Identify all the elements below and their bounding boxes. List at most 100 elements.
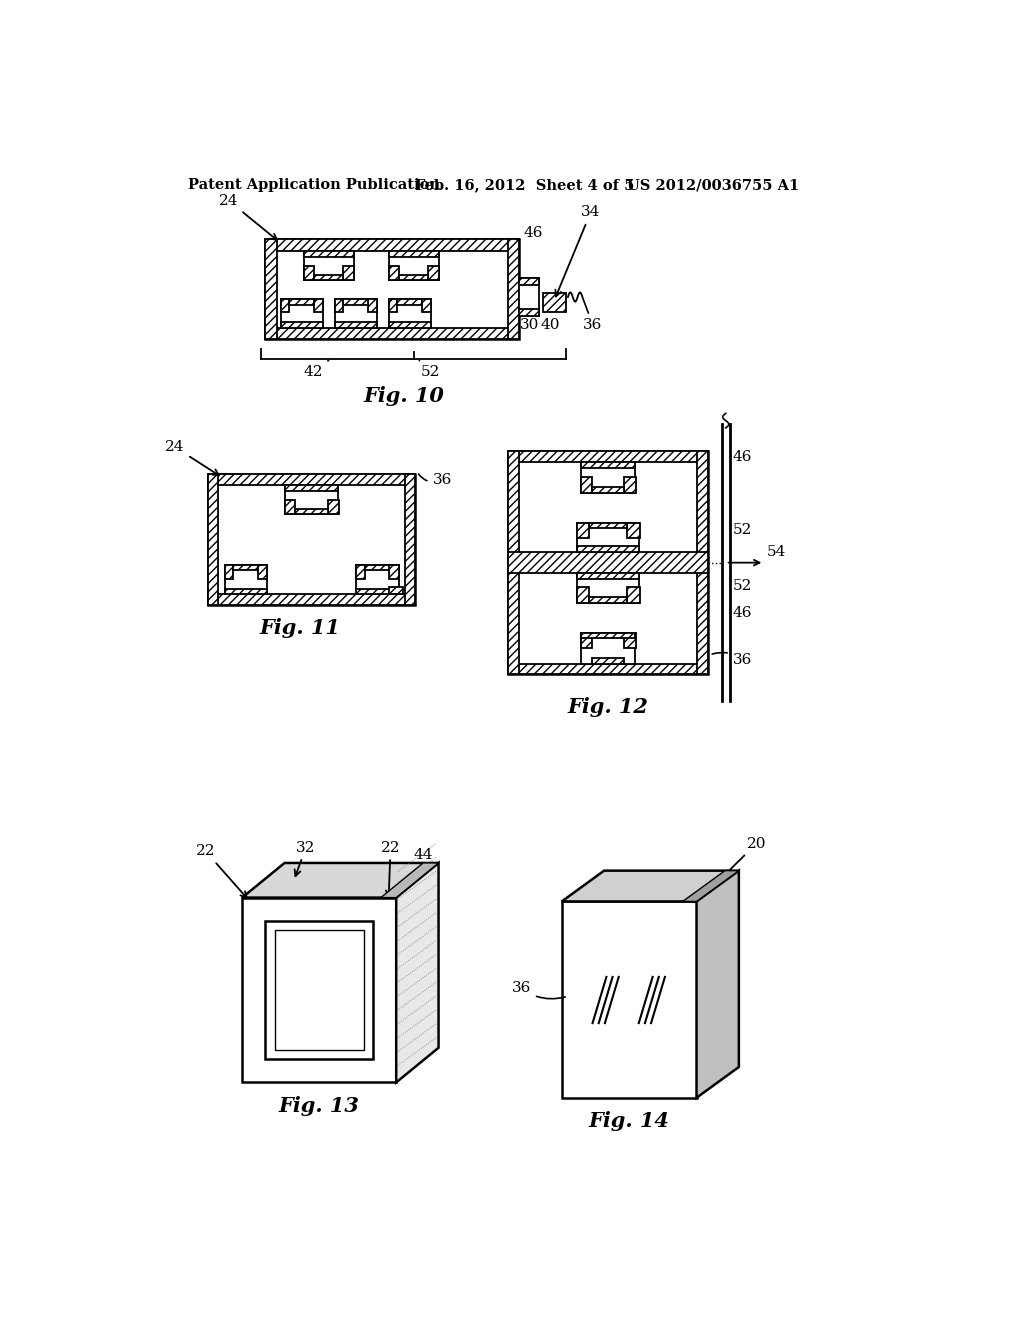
- Bar: [578, 523, 639, 552]
- Text: US 2012/0036755 A1: US 2012/0036755 A1: [628, 178, 800, 193]
- Bar: [388, 251, 438, 257]
- Bar: [208, 474, 218, 605]
- Bar: [589, 597, 628, 603]
- Bar: [356, 589, 398, 594]
- Text: 30: 30: [520, 318, 540, 333]
- Text: 20: 20: [721, 837, 766, 879]
- Text: Fig. 11: Fig. 11: [259, 618, 340, 638]
- Bar: [388, 298, 431, 327]
- Text: 36: 36: [713, 652, 752, 668]
- Bar: [592, 659, 625, 664]
- Bar: [428, 267, 438, 280]
- Text: Patent Application Publication: Patent Application Publication: [188, 178, 440, 193]
- Text: 34: 34: [555, 206, 600, 297]
- Polygon shape: [683, 871, 739, 902]
- Bar: [285, 484, 339, 491]
- Text: 36: 36: [419, 474, 452, 487]
- Bar: [578, 523, 589, 539]
- Text: 32: 32: [295, 841, 315, 876]
- Bar: [389, 565, 398, 579]
- Bar: [343, 267, 354, 280]
- Polygon shape: [243, 863, 438, 898]
- Bar: [508, 451, 708, 675]
- Bar: [265, 239, 519, 251]
- Bar: [581, 632, 592, 648]
- Text: 24: 24: [165, 440, 219, 475]
- Polygon shape: [696, 871, 739, 1098]
- Bar: [304, 251, 354, 257]
- Bar: [388, 251, 438, 280]
- Bar: [265, 239, 276, 339]
- Bar: [313, 276, 343, 280]
- Bar: [265, 239, 519, 339]
- Bar: [581, 632, 635, 664]
- Bar: [335, 298, 377, 327]
- Bar: [519, 277, 539, 317]
- Bar: [295, 508, 328, 515]
- Bar: [519, 309, 539, 317]
- Text: 46: 46: [733, 450, 753, 465]
- Text: Fig. 10: Fig. 10: [364, 385, 444, 405]
- Bar: [285, 500, 295, 515]
- Bar: [398, 276, 428, 280]
- Bar: [281, 298, 289, 313]
- Text: 22: 22: [381, 841, 400, 896]
- Bar: [356, 565, 365, 579]
- Text: 46: 46: [733, 606, 753, 619]
- Bar: [304, 251, 354, 280]
- Text: Fig. 12: Fig. 12: [567, 697, 648, 717]
- Text: 42: 42: [304, 360, 329, 379]
- Bar: [578, 587, 589, 603]
- Text: 36: 36: [583, 298, 603, 333]
- Bar: [508, 239, 519, 339]
- Text: 52: 52: [419, 360, 440, 379]
- Bar: [243, 898, 396, 1082]
- Bar: [578, 573, 639, 603]
- Bar: [581, 462, 635, 492]
- Bar: [581, 632, 635, 638]
- Bar: [404, 474, 416, 605]
- Bar: [388, 322, 431, 327]
- Bar: [628, 587, 640, 603]
- Bar: [697, 451, 708, 675]
- Text: Feb. 16, 2012  Sheet 4 of 5: Feb. 16, 2012 Sheet 4 of 5: [416, 178, 635, 193]
- Polygon shape: [562, 871, 739, 902]
- Text: 46: 46: [516, 226, 543, 240]
- Text: 54: 54: [767, 545, 786, 558]
- Bar: [274, 929, 364, 1051]
- Bar: [628, 523, 640, 539]
- Bar: [508, 552, 708, 573]
- Bar: [543, 293, 565, 313]
- Bar: [335, 298, 343, 313]
- Bar: [265, 327, 519, 339]
- Text: 52: 52: [733, 523, 752, 537]
- Bar: [625, 632, 636, 648]
- Bar: [562, 902, 696, 1098]
- Bar: [388, 267, 398, 280]
- Text: Fig. 13: Fig. 13: [279, 1096, 359, 1115]
- Bar: [224, 565, 267, 594]
- Bar: [356, 565, 398, 594]
- Bar: [343, 298, 368, 305]
- Bar: [508, 664, 708, 675]
- Bar: [208, 594, 416, 605]
- Bar: [258, 565, 267, 579]
- Bar: [208, 474, 416, 484]
- Bar: [589, 523, 628, 528]
- Bar: [289, 298, 313, 305]
- Text: 40: 40: [541, 318, 560, 333]
- Bar: [422, 298, 431, 313]
- Text: 44: 44: [413, 849, 433, 862]
- Bar: [581, 478, 592, 492]
- Bar: [265, 921, 373, 1059]
- Bar: [281, 298, 323, 327]
- Bar: [304, 267, 313, 280]
- Text: 24: 24: [219, 194, 278, 240]
- Bar: [368, 298, 377, 313]
- Bar: [508, 451, 518, 675]
- Bar: [578, 546, 639, 552]
- Text: 22: 22: [196, 845, 247, 898]
- Bar: [578, 573, 639, 579]
- Polygon shape: [381, 863, 438, 898]
- Bar: [592, 487, 625, 492]
